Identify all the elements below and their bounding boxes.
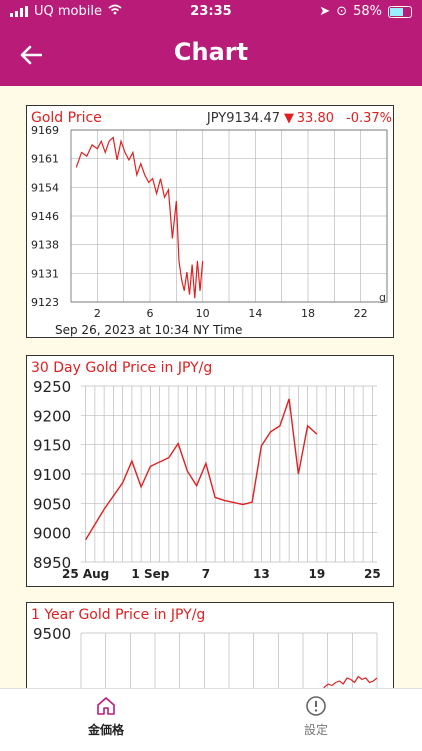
down-triangle-icon: ▼ [284,111,294,126]
carrier-label: UQ mobile [34,4,102,19]
plot-frame [70,129,388,303]
x-tick-label: 18 [301,307,315,320]
x-tick-label: 25 [364,567,381,581]
y-tick-label: 9250 [33,378,71,396]
y-tick-label: 9050 [33,495,71,513]
page-title: Chart [173,38,249,66]
y-tick-label: 9161 [31,153,59,166]
battery-icon [388,5,412,18]
price-change: 33.80 [297,111,334,126]
tab-settings[interactable]: 設定 [246,695,386,738]
tab-label: 金価格 [87,723,124,737]
y-tick-label: 9500 [33,625,71,643]
y-tick-label: 9138 [31,239,59,252]
y-tick-label: 9123 [31,296,59,309]
chart-title: Gold Price [31,110,102,126]
price-line [307,675,378,701]
x-tick-label: 22 [354,307,368,320]
year-chart-card: 1 Year Gold Price in JPY/g 95009000 [26,602,394,702]
x-tick-label: 10 [196,307,210,320]
live-gold-chart: Gold Price JPY9134.47 ▼ 33.80 -0.37% g S… [31,110,392,337]
year-gold-chart: 1 Year Gold Price in JPY/g 95009000 [31,607,378,701]
tab-bar: 金価格 設定 [0,688,422,751]
y-tick-label: 9146 [31,210,59,223]
orientation-lock-icon: ⊙ [336,4,348,19]
month-chart-card: 30 Day Gold Price in JPY/g 9250 9200 9150 9… [26,355,394,587]
month-gold-chart: 30 Day Gold Price in JPY/g 9250 9200 9150 9… [31,360,381,581]
x-tick-label: 7 [202,567,210,581]
y-tick-label: 8950 [33,554,71,572]
chart-title: 1 Year Gold Price in JPY/g [31,607,205,623]
y-tick-label: 9200 [33,407,71,425]
price-line [85,398,318,541]
tab-label: 設定 [303,723,328,737]
unit-label: g [379,291,386,304]
wifi-icon [108,4,122,19]
signal-icon [10,6,28,17]
home-icon [97,697,115,715]
current-price: JPY9134.47 [206,111,280,126]
back-button[interactable] [14,38,48,72]
location-icon: ➤ [319,4,331,19]
live-chart-card: Gold Price JPY9134.47 ▼ 33.80 -0.37% g S… [26,105,394,338]
x-tick-label: 25 Aug [62,567,109,581]
y-tick-label: 9100 [33,466,71,484]
x-tick-label: 13 [253,567,270,581]
y-tick-label: 9131 [31,267,59,280]
x-tick-label: 14 [248,307,262,320]
price-line [75,136,204,299]
tab-gold-price[interactable]: 金価格 [36,695,176,738]
arrow-left-icon [20,45,42,65]
status-time: 23:35 [190,4,232,19]
y-tick-label: 9169 [31,124,59,137]
x-tick-label: 2 [94,307,101,320]
y-tick-label: 9154 [31,181,59,194]
app-header: Chart [0,24,422,86]
battery-percent: 58% [353,4,382,19]
x-tick-label: 1 Sep [131,567,169,581]
y-tick-label: 9000 [33,525,71,543]
info-icon [306,696,326,716]
price-change-percent: -0.37% [346,111,392,126]
chart-title: 30 Day Gold Price in JPY/g [31,360,212,376]
status-bar: UQ mobile 23:35 ➤ ⊙ 58% [0,0,422,24]
x-tick-label: 19 [309,567,326,581]
x-tick-label: 6 [147,307,154,320]
y-tick-label: 9150 [33,437,71,455]
timestamp-label: Sep 26, 2023 at 10:34 NY Time [55,323,242,337]
